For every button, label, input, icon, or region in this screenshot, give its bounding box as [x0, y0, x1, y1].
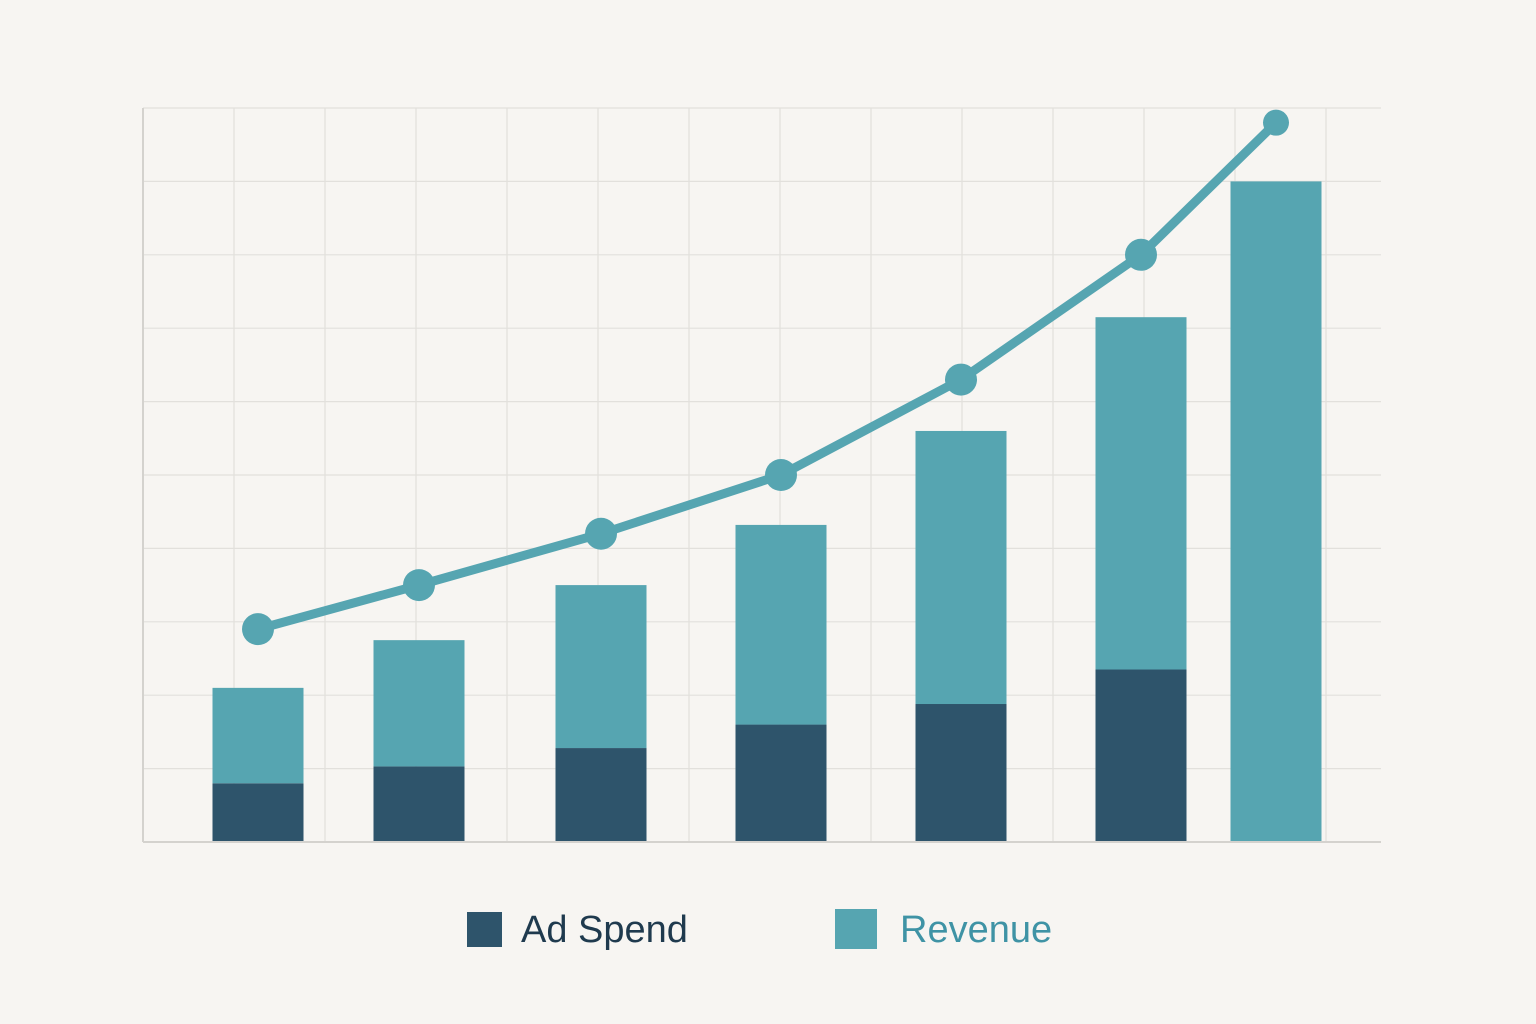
trend-point-1	[242, 613, 274, 646]
bar-revenue-2	[373, 640, 465, 767]
bar-ad-spend-3	[555, 748, 647, 842]
bar-revenue-1	[212, 687, 304, 784]
legend-swatch-ad-spend	[467, 912, 502, 947]
bar-revenue-7	[1230, 181, 1322, 842]
legend-swatch-revenue	[835, 909, 877, 949]
legend-label-ad-spend: Ad Spend	[521, 909, 688, 951]
trend-point-5	[945, 363, 977, 396]
legend-label-revenue: Revenue	[900, 909, 1052, 951]
trend-point-7	[1263, 109, 1289, 136]
bar-revenue-5	[915, 430, 1007, 705]
trend-point-6	[1125, 238, 1157, 271]
bar-ad-spend-1	[212, 783, 304, 842]
bar-revenue-4	[735, 524, 827, 725]
bars	[212, 181, 1322, 842]
bar-revenue-3	[555, 585, 647, 749]
bar-ad-spend-5	[915, 704, 1007, 842]
trend-line-group	[242, 109, 1289, 646]
bar-ad-spend-2	[373, 766, 465, 842]
legend: Ad Spend Revenue	[467, 909, 1052, 951]
trend-point-4	[765, 459, 797, 491]
trend-point-2	[403, 569, 435, 602]
bar-ad-spend-6	[1095, 669, 1187, 842]
bar-revenue-6	[1095, 317, 1187, 670]
bar-ad-spend-4	[735, 724, 827, 842]
trend-point-3	[585, 517, 617, 550]
